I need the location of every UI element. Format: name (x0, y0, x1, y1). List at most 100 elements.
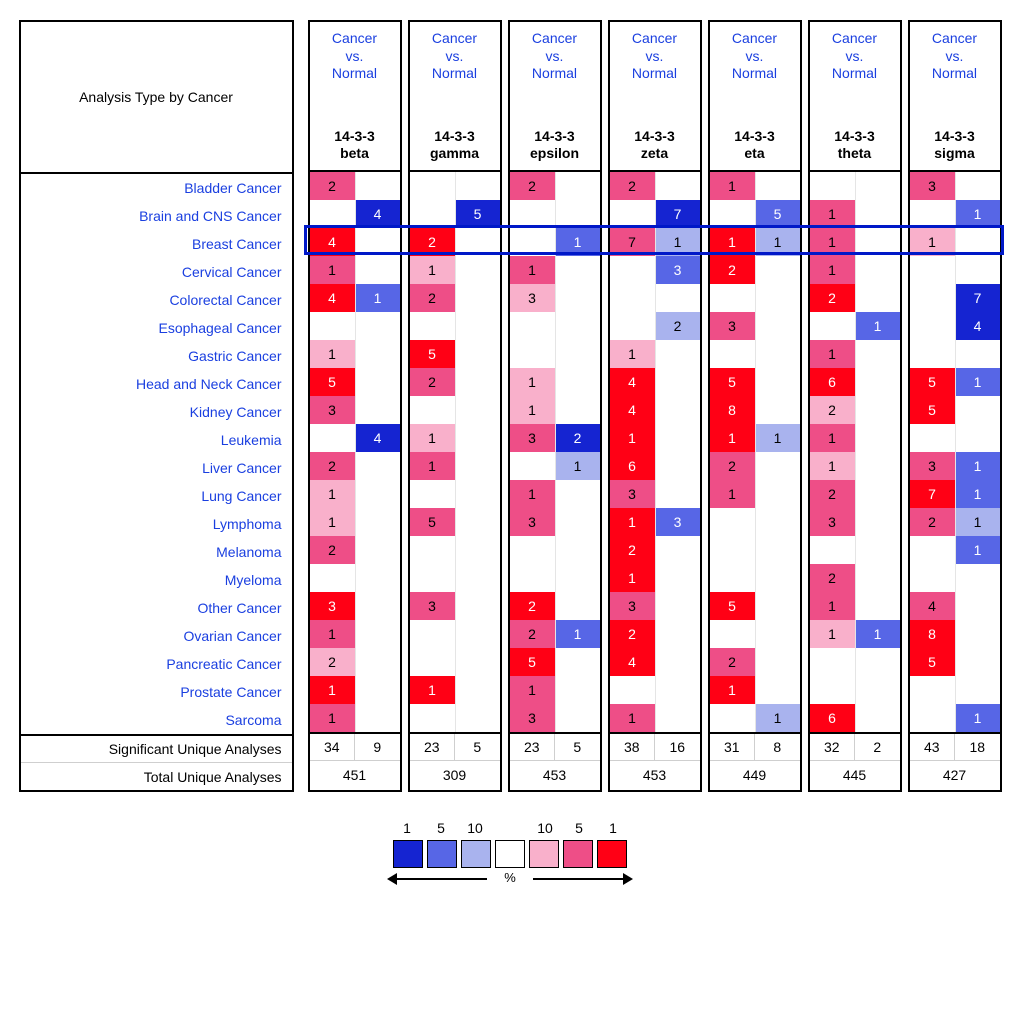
cancer-type-label[interactable]: Bladder Cancer (21, 174, 292, 202)
up-cell[interactable]: 1 (610, 424, 655, 452)
up-cell[interactable]: 1 (610, 564, 655, 592)
up-cell[interactable]: 2 (810, 480, 855, 508)
up-cell[interactable]: 1 (610, 508, 655, 536)
up-cell[interactable]: 2 (610, 620, 655, 648)
cancer-type-label[interactable]: Esophageal Cancer (21, 314, 292, 342)
up-cell[interactable]: 5 (310, 368, 355, 396)
cancer-type-label[interactable]: Head and Neck Cancer (21, 370, 292, 398)
up-cell[interactable]: 4 (310, 284, 355, 312)
cancer-type-label[interactable]: Lymphoma (21, 510, 292, 538)
up-cell[interactable]: 4 (610, 648, 655, 676)
up-cell[interactable]: 6 (810, 704, 855, 732)
down-cell[interactable]: 1 (755, 228, 800, 256)
up-cell[interactable]: 5 (910, 648, 955, 676)
down-cell[interactable]: 1 (955, 704, 1000, 732)
up-cell[interactable]: 1 (410, 424, 455, 452)
down-cell[interactable]: 4 (955, 312, 1000, 340)
down-cell[interactable]: 1 (955, 480, 1000, 508)
up-cell[interactable]: 5 (410, 508, 455, 536)
column-link[interactable]: Cancervs.Normal (832, 30, 877, 83)
up-cell[interactable]: 1 (510, 368, 555, 396)
cancer-type-label[interactable]: Lung Cancer (21, 482, 292, 510)
up-cell[interactable]: 1 (510, 396, 555, 424)
up-cell[interactable]: 1 (810, 228, 855, 256)
cancer-type-label[interactable]: Pancreatic Cancer (21, 650, 292, 678)
up-cell[interactable]: 2 (410, 228, 455, 256)
column-link[interactable]: Cancervs.Normal (632, 30, 677, 83)
cancer-type-label[interactable]: Liver Cancer (21, 454, 292, 482)
up-cell[interactable]: 3 (610, 480, 655, 508)
down-cell[interactable]: 5 (755, 200, 800, 228)
up-cell[interactable]: 1 (310, 704, 355, 732)
cancer-type-label[interactable]: Melanoma (21, 538, 292, 566)
down-cell[interactable]: 2 (655, 312, 700, 340)
up-cell[interactable]: 2 (510, 620, 555, 648)
up-cell[interactable]: 1 (410, 676, 455, 704)
cancer-type-label[interactable]: Prostate Cancer (21, 678, 292, 706)
down-cell[interactable]: 3 (655, 256, 700, 284)
up-cell[interactable]: 2 (310, 648, 355, 676)
down-cell[interactable]: 1 (955, 452, 1000, 480)
up-cell[interactable]: 2 (310, 536, 355, 564)
up-cell[interactable]: 1 (710, 172, 755, 200)
up-cell[interactable]: 2 (710, 452, 755, 480)
up-cell[interactable]: 1 (810, 256, 855, 284)
up-cell[interactable]: 3 (510, 704, 555, 732)
down-cell[interactable]: 4 (355, 200, 400, 228)
up-cell[interactable]: 3 (910, 172, 955, 200)
column-link[interactable]: Cancervs.Normal (732, 30, 777, 83)
up-cell[interactable]: 2 (810, 284, 855, 312)
down-cell[interactable]: 1 (555, 620, 600, 648)
up-cell[interactable]: 2 (510, 172, 555, 200)
cancer-type-label[interactable]: Leukemia (21, 426, 292, 454)
cancer-type-label[interactable]: Colorectal Cancer (21, 286, 292, 314)
up-cell[interactable]: 2 (410, 284, 455, 312)
up-cell[interactable]: 7 (910, 480, 955, 508)
up-cell[interactable]: 1 (810, 340, 855, 368)
up-cell[interactable]: 2 (710, 256, 755, 284)
up-cell[interactable]: 1 (810, 200, 855, 228)
down-cell[interactable]: 1 (855, 620, 900, 648)
down-cell[interactable]: 3 (655, 508, 700, 536)
down-cell[interactable]: 1 (955, 536, 1000, 564)
up-cell[interactable]: 3 (510, 508, 555, 536)
up-cell[interactable]: 1 (510, 256, 555, 284)
down-cell[interactable]: 1 (855, 312, 900, 340)
up-cell[interactable]: 3 (510, 284, 555, 312)
up-cell[interactable]: 5 (510, 648, 555, 676)
up-cell[interactable]: 1 (310, 256, 355, 284)
cancer-type-label[interactable]: Kidney Cancer (21, 398, 292, 426)
up-cell[interactable]: 1 (410, 256, 455, 284)
cancer-type-label[interactable]: Cervical Cancer (21, 258, 292, 286)
up-cell[interactable]: 2 (310, 172, 355, 200)
up-cell[interactable]: 2 (710, 648, 755, 676)
up-cell[interactable]: 1 (710, 424, 755, 452)
down-cell[interactable]: 7 (655, 200, 700, 228)
up-cell[interactable]: 2 (910, 508, 955, 536)
up-cell[interactable]: 3 (510, 424, 555, 452)
down-cell[interactable]: 1 (355, 284, 400, 312)
up-cell[interactable]: 5 (710, 368, 755, 396)
up-cell[interactable]: 5 (910, 396, 955, 424)
up-cell[interactable]: 8 (710, 396, 755, 424)
up-cell[interactable]: 1 (510, 676, 555, 704)
up-cell[interactable]: 3 (310, 592, 355, 620)
down-cell[interactable]: 1 (755, 424, 800, 452)
up-cell[interactable]: 6 (610, 452, 655, 480)
column-link[interactable]: Cancervs.Normal (932, 30, 977, 83)
up-cell[interactable]: 3 (310, 396, 355, 424)
cancer-type-label[interactable]: Ovarian Cancer (21, 622, 292, 650)
up-cell[interactable]: 1 (710, 228, 755, 256)
up-cell[interactable]: 2 (610, 536, 655, 564)
up-cell[interactable]: 1 (810, 592, 855, 620)
down-cell[interactable]: 1 (955, 508, 1000, 536)
up-cell[interactable]: 2 (510, 592, 555, 620)
down-cell[interactable]: 5 (455, 200, 500, 228)
up-cell[interactable]: 3 (410, 592, 455, 620)
up-cell[interactable]: 4 (610, 396, 655, 424)
column-link[interactable]: Cancervs.Normal (432, 30, 477, 83)
up-cell[interactable]: 1 (310, 620, 355, 648)
up-cell[interactable]: 2 (810, 396, 855, 424)
up-cell[interactable]: 6 (810, 368, 855, 396)
up-cell[interactable]: 4 (310, 228, 355, 256)
